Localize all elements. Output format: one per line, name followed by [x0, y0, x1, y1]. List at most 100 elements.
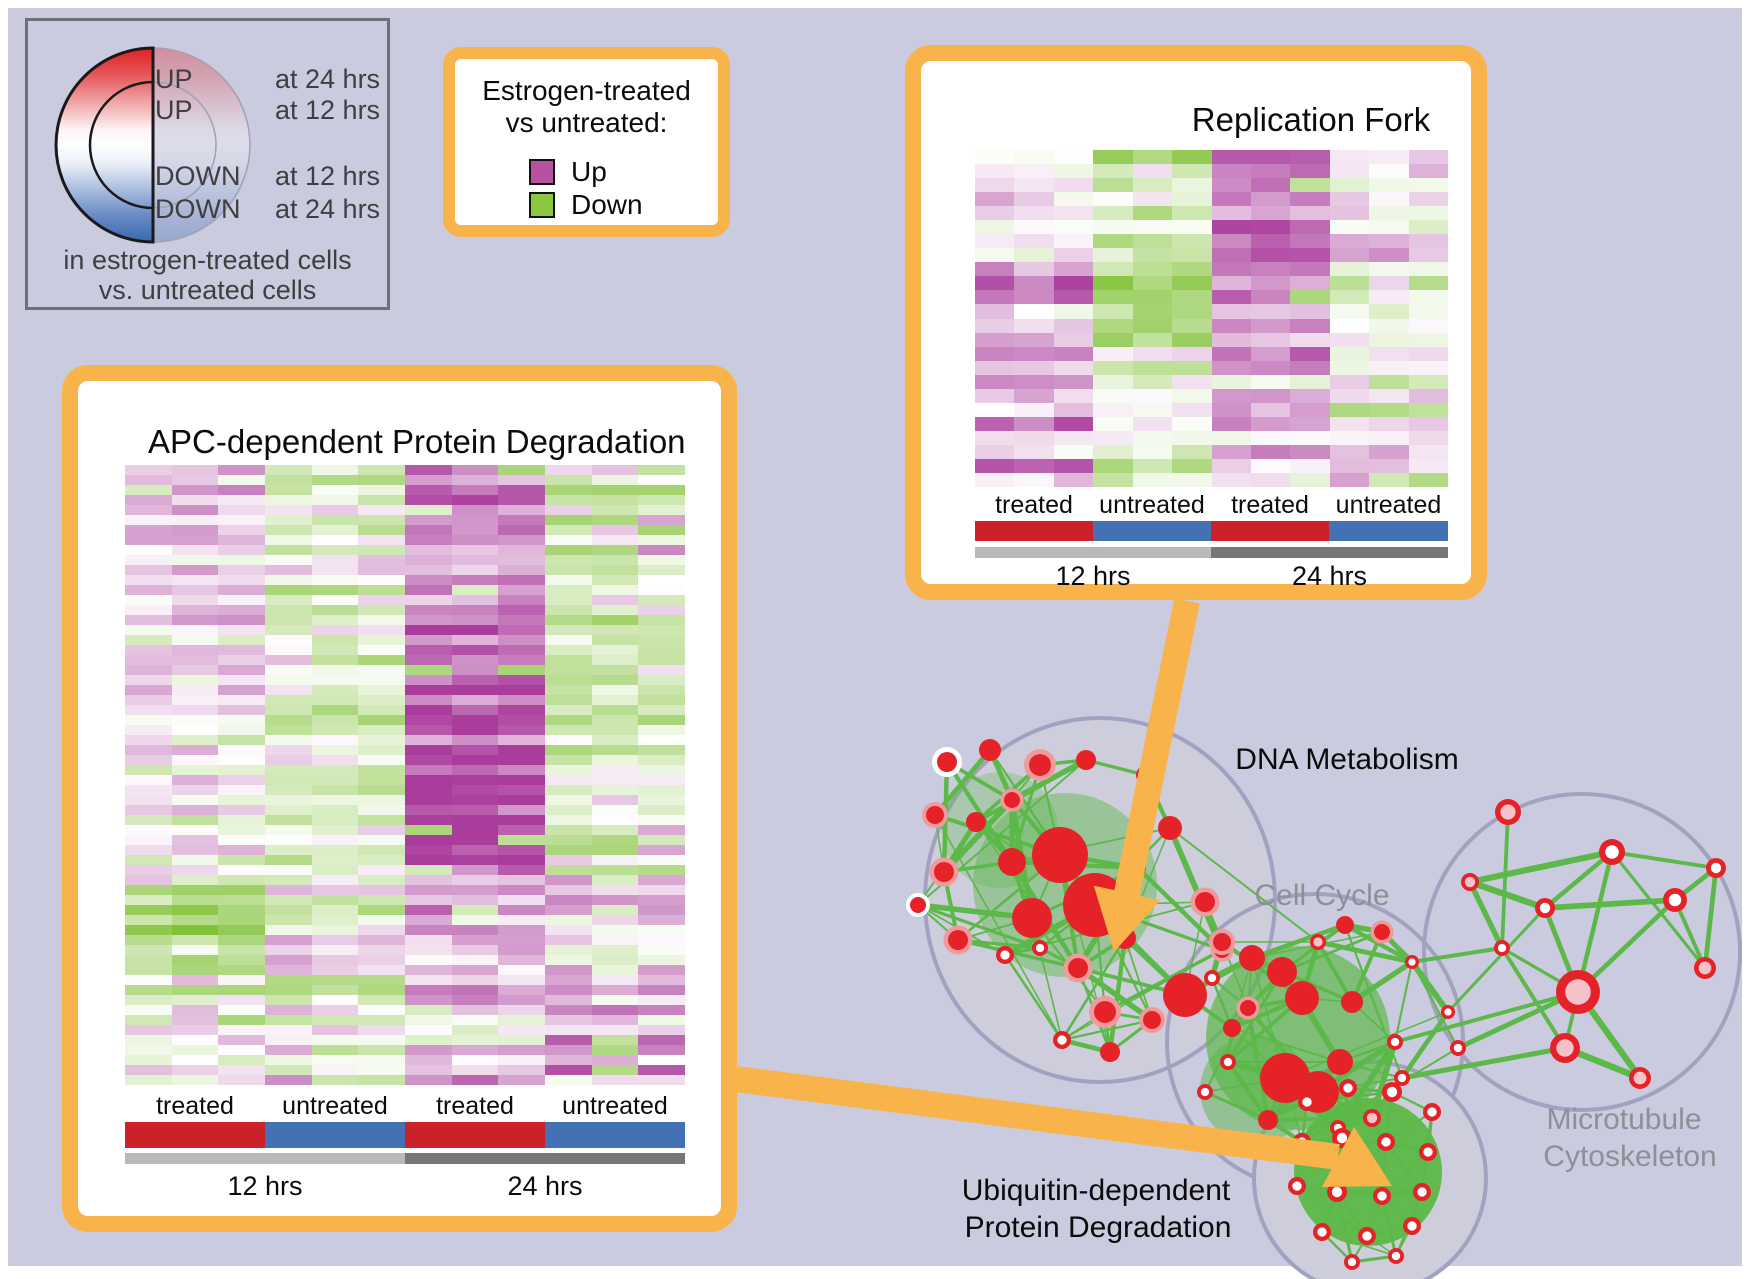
heatmap-cell	[405, 1055, 452, 1065]
heatmap-cell	[498, 825, 545, 835]
heatmap-cell	[498, 765, 545, 775]
heatmap-cell	[545, 815, 592, 825]
heatmap-cell	[638, 555, 685, 565]
heatmap-cell	[545, 515, 592, 525]
heatmap-cell	[358, 745, 405, 755]
network-bridge-edge	[1411, 946, 1503, 964]
heatmap-cell	[545, 1045, 592, 1055]
rf-12hrs-bar	[975, 547, 1211, 558]
heatmap-cell	[265, 885, 312, 895]
heatmap-cell	[1408, 206, 1448, 221]
heatmap-cell	[1053, 220, 1094, 235]
legend-up-24-time: at 24 hrs	[275, 64, 381, 94]
heatmap-cell	[1093, 150, 1133, 165]
heatmap-cell	[545, 665, 592, 675]
heatmap-cell	[1250, 360, 1291, 375]
heatmap-cell	[218, 465, 265, 475]
heatmap-cell	[311, 695, 359, 705]
heatmap-cell	[125, 635, 172, 645]
heatmap-cell	[638, 1025, 685, 1035]
heatmap-cell	[451, 895, 499, 905]
heatmap-cell	[311, 575, 359, 585]
heatmap-cell	[1093, 374, 1133, 389]
heatmap-cell	[1093, 206, 1133, 221]
network-node	[910, 897, 926, 913]
heatmap-cell	[638, 475, 685, 485]
heatmap-cell	[1329, 304, 1370, 319]
heatmap-cell	[265, 1065, 312, 1075]
node-white-center	[1362, 1231, 1372, 1241]
heatmap-cell	[265, 955, 312, 965]
heatmap-cell	[171, 865, 219, 875]
heatmap-cell	[1369, 374, 1409, 389]
heatmap-cell	[638, 545, 685, 555]
heatmap-cell	[451, 1015, 499, 1025]
heatmap-cell	[358, 605, 405, 615]
heatmap-cell	[218, 735, 265, 745]
heatmap-cell	[638, 675, 685, 685]
heatmap-cell	[405, 675, 452, 685]
heatmap-cell	[125, 995, 172, 1005]
heatmap-cell	[405, 765, 452, 775]
heatmap-cell	[1132, 332, 1173, 347]
cluster-label-dna-metabolism: DNA Metabolism	[1235, 743, 1458, 776]
heatmap-cell	[311, 545, 359, 555]
heatmap-cell	[1290, 318, 1330, 333]
network-edge	[1673, 899, 1707, 969]
heatmap-cell	[498, 955, 545, 965]
heatmap-cell	[311, 565, 359, 575]
heatmap-cell	[218, 595, 265, 605]
heatmap-cell	[265, 665, 312, 675]
heatmap-cell	[1408, 472, 1448, 487]
heatmap-cell	[1093, 318, 1133, 333]
heatmap-cell	[498, 755, 545, 765]
heatmap-cell	[1329, 178, 1370, 193]
heatmap-cell	[358, 895, 405, 905]
heatmap-cell	[1093, 192, 1133, 207]
heatmap-cell	[1053, 402, 1094, 417]
heatmap-cell	[498, 945, 545, 955]
heatmap-cell	[545, 735, 592, 745]
heatmap-cell	[498, 805, 545, 815]
heatmap-cell	[1211, 192, 1251, 207]
heatmap-cell	[265, 525, 312, 535]
heatmap-cell	[638, 815, 685, 825]
heatmap-cell	[1329, 290, 1370, 305]
apc-title: APC-dependent Protein Degradation	[148, 423, 686, 460]
network-edge	[1343, 923, 1414, 964]
heatmap-cell	[1172, 402, 1212, 417]
heatmap-cell	[1369, 248, 1409, 263]
heatmap-cell	[1290, 360, 1330, 375]
heatmap-cell	[498, 725, 545, 735]
heatmap-cell	[125, 515, 172, 525]
heatmap-cell	[125, 505, 172, 515]
heatmap-cell	[638, 535, 685, 545]
heatmap-cell	[171, 755, 219, 765]
heatmap-cell	[545, 905, 592, 915]
heatmap-cell	[1408, 402, 1448, 417]
heatmap-cell	[265, 1055, 312, 1065]
heatmap-cell	[498, 655, 545, 665]
heatmap-cell	[975, 164, 1015, 179]
heatmap-cell	[171, 495, 219, 505]
heatmap-cell	[1014, 206, 1054, 221]
heatmap-cell	[1290, 416, 1330, 431]
heatmap-cell	[545, 955, 592, 965]
heatmap-cell	[358, 905, 405, 915]
heatmap-cell	[638, 705, 685, 715]
heatmap-cell	[405, 535, 452, 545]
up-swatch	[529, 159, 555, 185]
heatmap-cell	[265, 655, 312, 665]
heatmap-cell	[1290, 234, 1330, 249]
heatmap-cell	[1093, 178, 1133, 193]
heatmap-cell	[638, 825, 685, 835]
heatmap-cell	[1369, 430, 1409, 445]
heatmap-cell	[218, 675, 265, 685]
heatmap-cell	[638, 715, 685, 725]
heatmap-cell	[451, 685, 499, 695]
heatmap-cell	[1290, 430, 1330, 445]
heatmap-cell	[1053, 276, 1094, 291]
heatmap-cell	[638, 975, 685, 985]
heatmap-cell	[591, 895, 639, 905]
heatmap-cell	[405, 475, 452, 485]
